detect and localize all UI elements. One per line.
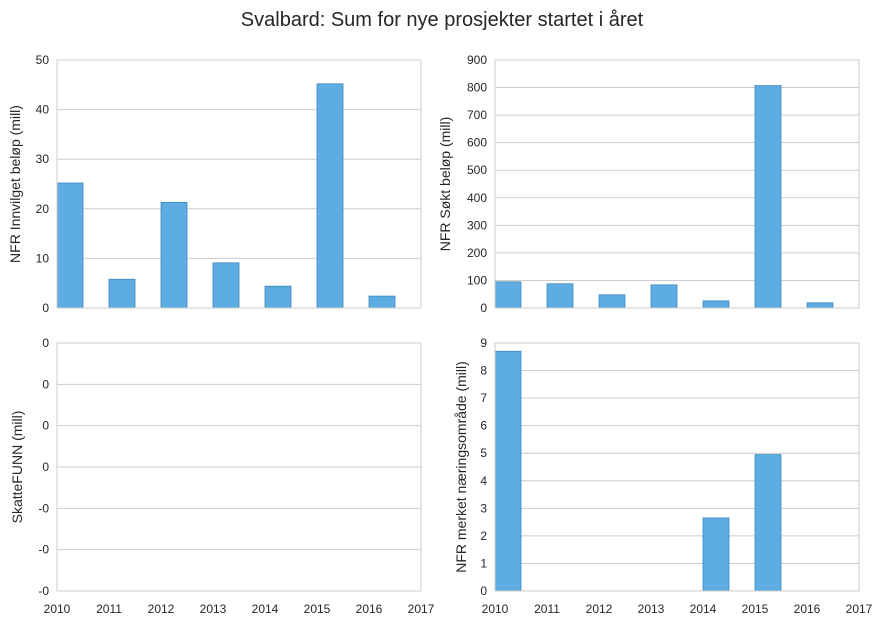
x-tick-label: 2015 bbox=[742, 602, 769, 616]
bar-2010 bbox=[494, 350, 522, 592]
bar-2015 bbox=[316, 83, 344, 309]
chart-title: Svalbard: Sum for nye prosjekter startet… bbox=[241, 9, 644, 31]
y-tick-label: -0 bbox=[38, 501, 49, 515]
plot-frame bbox=[494, 59, 860, 309]
bar-2012 bbox=[160, 201, 188, 309]
bar-2012 bbox=[598, 294, 626, 309]
bar-2014 bbox=[264, 285, 292, 309]
y-tick-label: 5 bbox=[480, 446, 487, 460]
bar-2011 bbox=[546, 283, 574, 309]
bar-2011 bbox=[108, 278, 136, 309]
bar-2013 bbox=[212, 262, 240, 309]
y-tick-label: 10 bbox=[36, 251, 50, 265]
subplot-bottom-left: -0 -0 -0 0 0 0 0 2010 2011 2012 2013 2014 2015 2016 20… bbox=[9, 336, 435, 616]
bar-2015 bbox=[754, 85, 782, 309]
y-tick-label: 9 bbox=[480, 336, 487, 350]
y-axis-label: SkatteFUNN (mill) bbox=[9, 411, 25, 524]
y-axis-label: NFR Innvilget beløp (mill) bbox=[7, 105, 23, 263]
x-tick-label: 2014 bbox=[252, 602, 279, 616]
y-tick-label: 200 bbox=[467, 246, 487, 260]
x-tick-label: 2011 bbox=[96, 602, 122, 616]
subplot-top-right: 0 100 200 300 400 500 600 700 800 900 NFR Søkt bel… bbox=[437, 53, 860, 315]
y-tick-label: 3 bbox=[480, 501, 487, 515]
bar-2016 bbox=[368, 295, 396, 309]
x-tick-label: 2016 bbox=[794, 602, 821, 616]
bar-2010 bbox=[56, 182, 84, 309]
x-tick-label: 2012 bbox=[148, 602, 175, 616]
y-tick-label: 0 bbox=[42, 301, 49, 315]
y-tick-label: 600 bbox=[467, 136, 487, 150]
y-tick-label: -0 bbox=[38, 584, 49, 598]
x-tick-label: 2010 bbox=[482, 602, 509, 616]
x-tick-label: 2010 bbox=[44, 602, 71, 616]
y-tick-label: 30 bbox=[36, 152, 50, 166]
x-tick-label: 2011 bbox=[534, 602, 560, 616]
x-tick-label: 2013 bbox=[638, 602, 665, 616]
subplot-bottom-right: 0 1 2 3 4 5 6 7 8 9 2010 2011 2012 2013 2014 2015 2016 20… bbox=[453, 336, 873, 616]
y-tick-label: 8 bbox=[480, 364, 487, 378]
y-tick-label: 6 bbox=[480, 419, 487, 433]
x-tick-label: 2014 bbox=[690, 602, 717, 616]
y-tick-label: 700 bbox=[467, 108, 487, 122]
y-tick-label: -0 bbox=[38, 543, 49, 557]
x-tick-label: 2013 bbox=[200, 602, 227, 616]
bar-2013 bbox=[650, 284, 678, 309]
y-tick-label: 0 bbox=[480, 584, 487, 598]
y-axis-label: NFR Søkt beløp (mill) bbox=[437, 117, 453, 252]
y-tick-label: 900 bbox=[467, 53, 487, 67]
x-tick-label: 2017 bbox=[846, 602, 873, 616]
bar-2016 bbox=[806, 302, 834, 309]
y-tick-label: 0 bbox=[42, 460, 49, 474]
plot-area bbox=[495, 60, 859, 308]
y-tick-label: 50 bbox=[36, 53, 50, 67]
x-tick-label: 2016 bbox=[356, 602, 383, 616]
subplot-top-left: 0 10 20 30 40 50 NFR Innvilget beløp (mill) bbox=[7, 53, 422, 315]
y-tick-label: 500 bbox=[467, 163, 487, 177]
plot-frame bbox=[494, 342, 860, 592]
y-tick-label: 40 bbox=[36, 103, 50, 117]
y-tick-label: 20 bbox=[36, 202, 50, 216]
bar-2010 bbox=[494, 281, 522, 309]
y-tick-label: 400 bbox=[467, 191, 487, 205]
plot-area bbox=[495, 343, 859, 591]
x-tick-label: 2017 bbox=[408, 602, 435, 616]
y-tick-label: 0 bbox=[42, 336, 49, 350]
y-tick-label: 0 bbox=[42, 419, 49, 433]
x-tick-label: 2015 bbox=[304, 602, 331, 616]
y-axis-label: NFR merket næringsområde (mill) bbox=[453, 361, 469, 573]
x-tick-label: 2012 bbox=[586, 602, 613, 616]
plot-frame bbox=[56, 342, 422, 592]
y-tick-label: 7 bbox=[480, 391, 487, 405]
y-tick-label: 100 bbox=[467, 273, 487, 287]
bar-2014 bbox=[702, 300, 730, 309]
y-tick-label: 1 bbox=[480, 556, 487, 570]
y-tick-label: 2 bbox=[480, 529, 487, 543]
y-tick-label: 4 bbox=[480, 474, 487, 488]
y-tick-label: 300 bbox=[467, 218, 487, 232]
plot-frame bbox=[56, 59, 422, 309]
bar-2015 bbox=[754, 454, 782, 592]
bar-2014 bbox=[702, 517, 730, 592]
y-tick-label: 800 bbox=[467, 81, 487, 95]
y-tick-label: 0 bbox=[42, 377, 49, 391]
y-tick-label: 0 bbox=[480, 301, 487, 315]
